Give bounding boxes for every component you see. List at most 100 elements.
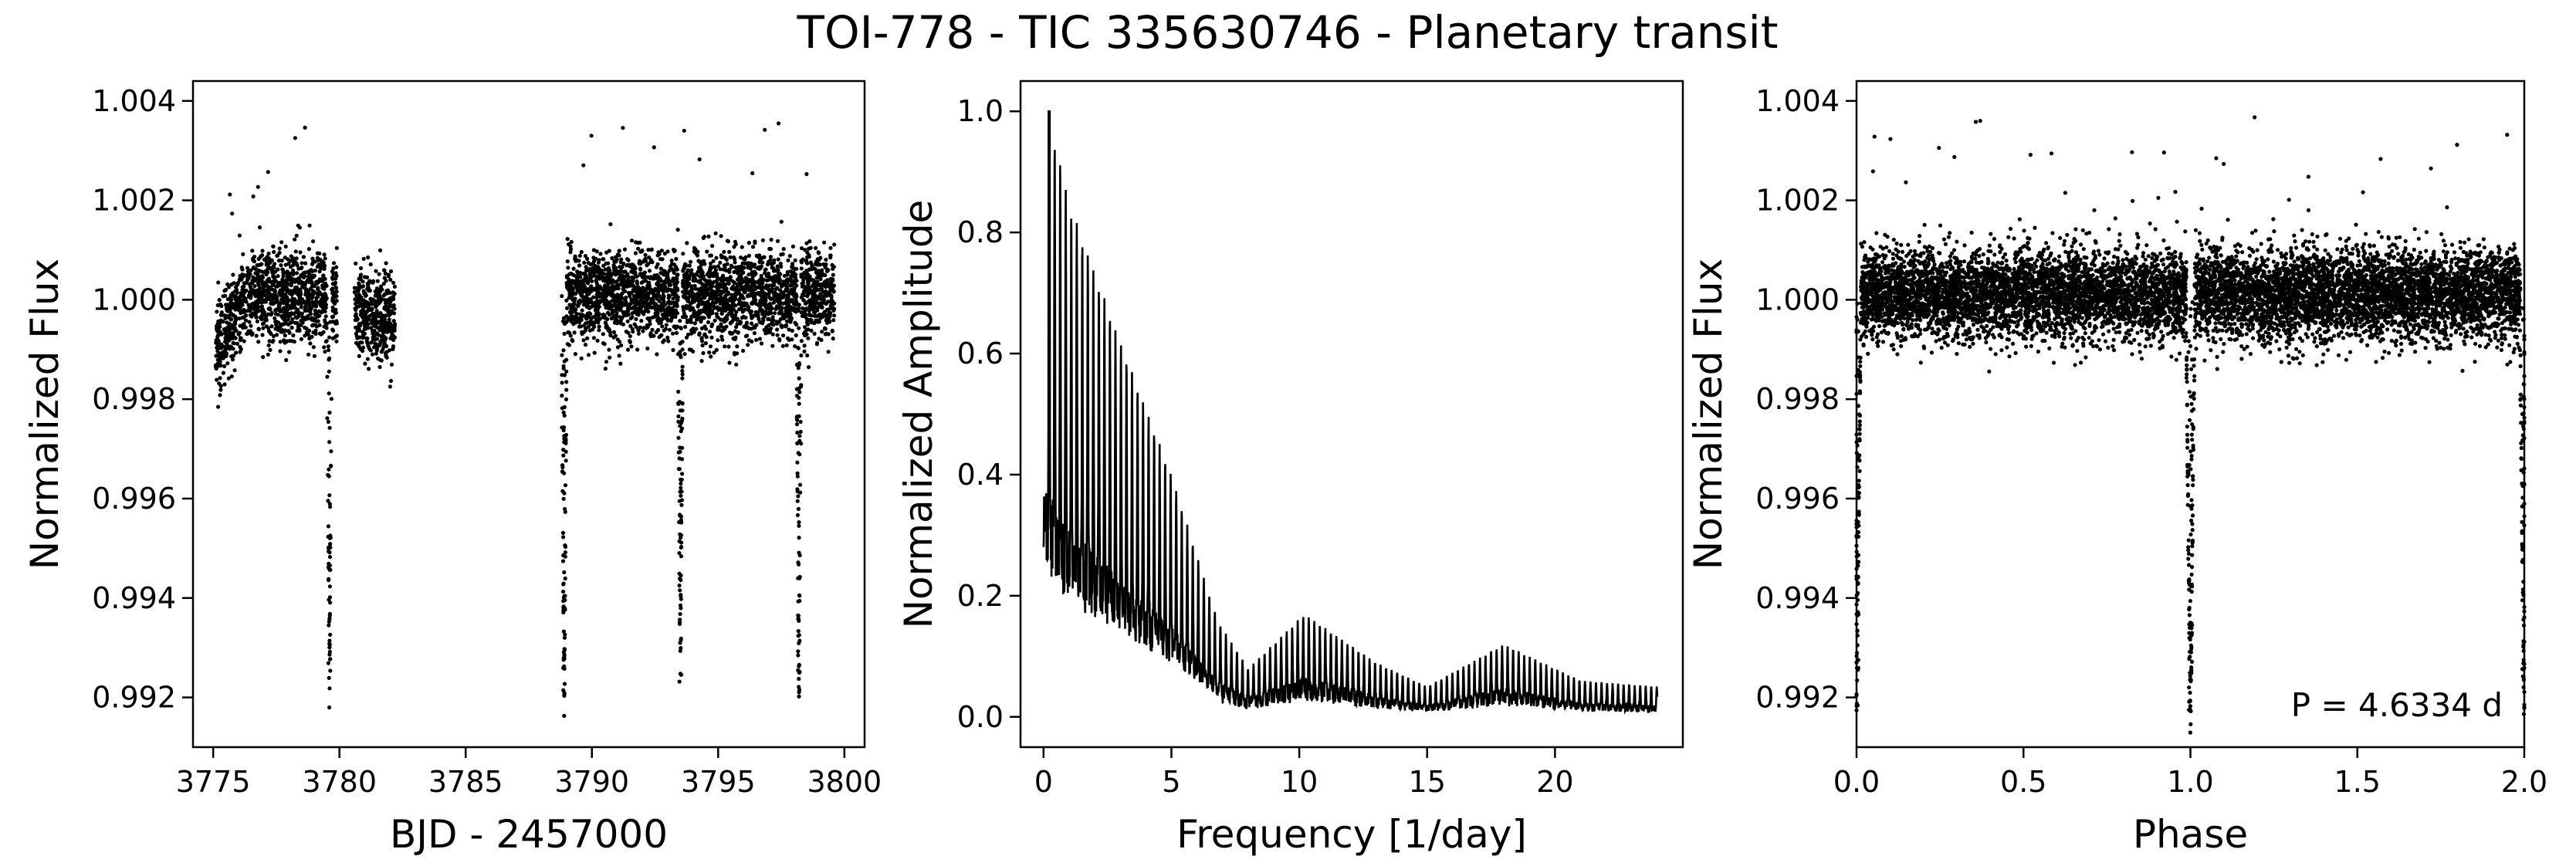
flux-point	[667, 294, 672, 299]
flux-point	[713, 265, 717, 269]
flux-point	[773, 311, 777, 316]
flux-point	[750, 171, 755, 175]
flux-point	[808, 260, 813, 265]
flux-point	[327, 675, 331, 681]
flux-point	[391, 328, 395, 333]
flux-point	[277, 246, 282, 251]
flux-point	[330, 327, 335, 332]
flux-point	[796, 599, 801, 604]
flux-point	[751, 280, 756, 285]
flux-point	[740, 245, 744, 249]
flux-point	[259, 262, 264, 266]
flux-point	[685, 290, 689, 295]
flux-point	[366, 283, 371, 288]
flux-point	[265, 260, 269, 265]
y-tick-label: 0.6	[957, 337, 1004, 370]
flux-point	[757, 320, 762, 324]
flux-point	[596, 260, 601, 265]
flux-point	[635, 299, 640, 304]
flux-point	[802, 349, 807, 354]
flux-point	[357, 297, 362, 302]
flux-point	[386, 306, 391, 310]
flux-point	[307, 292, 312, 296]
flux-point	[272, 316, 277, 320]
flux-point	[716, 338, 720, 343]
flux-point	[625, 319, 630, 323]
flux-point	[382, 338, 387, 343]
flux-point	[679, 554, 684, 559]
flux-point	[692, 330, 696, 334]
flux-point	[581, 278, 585, 282]
flux-point	[370, 352, 375, 357]
flux-point	[777, 294, 781, 299]
flux-point	[735, 322, 740, 326]
flux-point	[228, 295, 233, 299]
flux-point	[392, 322, 398, 326]
flux-point	[697, 309, 702, 313]
flux-point	[826, 332, 831, 337]
flux-point	[326, 524, 331, 529]
flux-point	[676, 389, 681, 394]
flux-point	[795, 512, 800, 518]
flux-point	[323, 314, 328, 319]
flux-point	[638, 293, 644, 298]
flux-point	[300, 315, 305, 320]
flux-point	[561, 582, 566, 587]
flux-point	[562, 651, 567, 656]
flux-point	[648, 333, 653, 337]
flux-point	[814, 259, 818, 264]
flux-point	[828, 286, 833, 292]
flux-point	[358, 277, 363, 282]
flux-point	[769, 238, 773, 242]
y-axis-label: Normalized Amplitude	[896, 200, 941, 629]
flux-point	[759, 303, 763, 307]
flux-point	[239, 291, 243, 296]
flux-point	[797, 438, 802, 443]
flux-point	[660, 257, 665, 262]
flux-point	[804, 300, 809, 305]
flux-point	[564, 397, 569, 402]
flux-point	[584, 327, 588, 333]
flux-point	[306, 271, 312, 276]
flux-point	[797, 386, 801, 391]
flux-point	[669, 259, 674, 263]
flux-point	[675, 228, 680, 232]
flux-point	[365, 336, 370, 341]
flux-point	[322, 345, 327, 350]
flux-point	[225, 361, 230, 366]
flux-point	[763, 331, 768, 336]
flux-point	[358, 272, 364, 277]
flux-point	[283, 320, 288, 325]
flux-point	[816, 294, 821, 299]
flux-point	[379, 333, 384, 338]
flux-point	[684, 296, 689, 301]
flux-point	[597, 276, 602, 281]
flux-point	[564, 275, 569, 279]
flux-point	[671, 289, 675, 293]
flux-point	[602, 286, 607, 292]
flux-point	[709, 261, 713, 266]
flux-point	[746, 325, 750, 330]
flux-point	[739, 276, 744, 280]
flux-point	[678, 319, 682, 323]
flux-point	[814, 276, 819, 280]
flux-point	[778, 317, 783, 322]
flux-point	[831, 272, 835, 277]
flux-point	[698, 260, 702, 265]
flux-point	[611, 303, 616, 308]
flux-point	[775, 279, 780, 283]
flux-point	[323, 324, 328, 329]
x-axis-label: BJD - 2457000	[390, 812, 668, 857]
flux-point	[361, 256, 366, 261]
flux-point	[329, 464, 333, 469]
flux-point	[376, 296, 381, 300]
flux-point	[391, 280, 396, 285]
flux-point	[603, 367, 608, 371]
flux-point	[677, 679, 682, 684]
flux-point	[565, 237, 570, 242]
flux-point	[632, 305, 637, 310]
flux-point	[278, 281, 283, 286]
flux-point	[688, 294, 692, 299]
flux-point	[587, 305, 592, 310]
